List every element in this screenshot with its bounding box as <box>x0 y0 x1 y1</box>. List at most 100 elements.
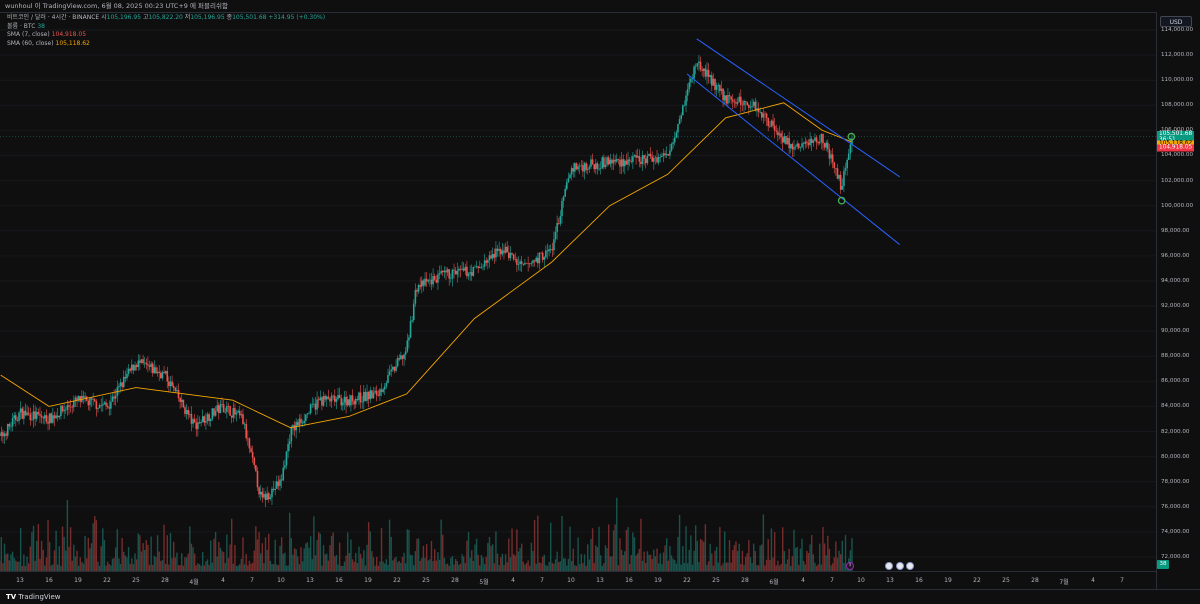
candle-body <box>57 416 59 418</box>
candle-body <box>237 411 239 413</box>
candle-body <box>344 397 346 403</box>
volume-bar <box>556 552 557 571</box>
economic-event-flag-icon[interactable] <box>885 562 893 570</box>
candle-body <box>653 158 655 162</box>
volume-bar <box>102 528 103 571</box>
candle-body <box>780 133 782 137</box>
time-tick-label: 25 <box>132 577 140 584</box>
candle-body <box>804 142 806 144</box>
candle-body <box>321 397 323 405</box>
candle-body <box>510 253 512 258</box>
volume-bar <box>553 564 554 571</box>
candle-body <box>318 399 320 400</box>
candle-body <box>703 68 705 70</box>
candle-body <box>505 247 507 253</box>
candle-body <box>47 422 49 424</box>
price-chart[interactable] <box>0 12 1156 571</box>
candle-body <box>59 416 61 417</box>
candle-body <box>793 147 795 149</box>
candle-body <box>233 408 235 418</box>
candle-body <box>366 392 368 401</box>
volume-bar <box>648 555 649 571</box>
legend-sma60-row[interactable]: SMA (60, close) 105,118.62 <box>7 40 325 49</box>
volume-bar <box>605 545 606 571</box>
volume-bar <box>797 547 798 571</box>
volume-bar <box>26 557 27 571</box>
volume-bar <box>642 561 643 571</box>
candle-body <box>693 67 695 79</box>
candle-body <box>655 157 657 158</box>
volume-bar <box>75 557 76 571</box>
candle-body <box>800 147 802 148</box>
candle-body <box>84 397 86 398</box>
volume-bar <box>202 552 203 571</box>
volume-bar <box>761 544 762 571</box>
candle-body <box>352 395 354 401</box>
currency-button[interactable]: USD <box>1160 16 1192 27</box>
candle-body <box>146 363 148 365</box>
symbol-name[interactable]: 비트코인 / 달러 · 4시간 · BINANCE <box>7 14 99 21</box>
volume-bar <box>159 552 160 571</box>
price-axis[interactable] <box>1156 12 1200 589</box>
time-tick-label: 4월 <box>189 577 198 586</box>
volume-bar <box>734 545 735 571</box>
volume-bar <box>701 540 702 571</box>
volume-bar <box>241 559 242 571</box>
volume-bar <box>487 543 488 571</box>
candle-body <box>772 121 774 126</box>
candle-body <box>158 372 160 373</box>
candle-body <box>466 267 468 276</box>
volume-bar <box>373 557 374 571</box>
price-tick-label: 98,000.00 <box>1161 228 1189 234</box>
candle-body <box>705 68 707 76</box>
volume-bar <box>594 563 595 571</box>
candle-body <box>465 267 467 271</box>
volume-bar <box>357 563 358 571</box>
candle-body <box>142 359 144 363</box>
volume-bar <box>55 531 56 571</box>
volume-bar <box>581 554 582 571</box>
price-tick-label: 84,000.00 <box>1161 403 1189 409</box>
candle-body <box>513 254 515 259</box>
volume-bar <box>334 556 335 571</box>
price-tick-label: 92,000.00 <box>1161 303 1189 309</box>
volume-bar <box>750 557 751 571</box>
candle-body <box>7 424 9 436</box>
volume-bar <box>160 561 161 571</box>
volume-bar <box>131 558 132 571</box>
volume-bar <box>1 537 2 571</box>
dividend-event-icon[interactable]: $ <box>846 562 854 570</box>
volume-bar <box>492 544 493 571</box>
candle-body <box>78 396 80 400</box>
candle-body <box>598 169 600 170</box>
price-tick-label: 88,000.00 <box>1161 353 1189 359</box>
candle-body <box>788 138 790 148</box>
volume-bar <box>268 534 269 571</box>
legend-sma7-row[interactable]: SMA (7, close) 104,918.05 <box>7 31 325 40</box>
price-tick-label: 110,000.00 <box>1161 77 1193 83</box>
volume-bar <box>210 540 211 571</box>
volume-bar <box>568 559 569 571</box>
volume-bar <box>144 550 145 571</box>
volume-bar <box>308 548 309 571</box>
candle-body <box>195 423 197 429</box>
time-tick-label: 28 <box>451 577 459 584</box>
candle-body <box>125 377 127 378</box>
candle-body <box>458 269 460 271</box>
candle-body <box>563 197 565 201</box>
legend-volume-row[interactable]: 볼륨 · BTC 38 <box>7 23 325 32</box>
volume-bar <box>255 526 256 571</box>
volume-bar <box>421 558 422 571</box>
candle-body <box>46 415 48 422</box>
volume-bar <box>661 564 662 571</box>
economic-event-flag-icon[interactable] <box>906 562 914 570</box>
candle-body <box>398 358 400 359</box>
candle-body <box>365 392 367 401</box>
economic-event-flag-icon[interactable] <box>896 562 904 570</box>
candle-body <box>698 62 700 64</box>
candle-body <box>729 95 731 96</box>
volume-bar <box>563 558 564 571</box>
candle-body <box>484 261 486 267</box>
